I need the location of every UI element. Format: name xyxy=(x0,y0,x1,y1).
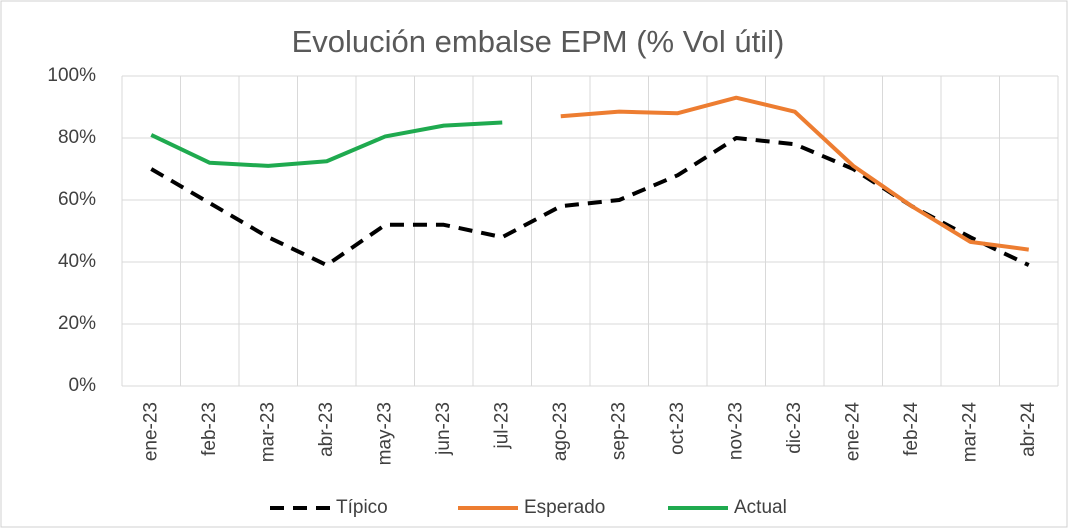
x-tick-label: mar-24 xyxy=(959,402,980,463)
x-tick-label: may-23 xyxy=(374,402,395,465)
x-tick-label: feb-24 xyxy=(901,402,922,456)
x-tick-label: abr-24 xyxy=(1018,402,1039,457)
series-line xyxy=(150,120,503,168)
x-tick-label: dic-23 xyxy=(784,402,805,454)
x-tick-label: sep-23 xyxy=(608,402,629,460)
x-tick-label: nov-23 xyxy=(725,402,746,460)
x-tick-label: oct-23 xyxy=(667,402,688,455)
y-tick-label: 60% xyxy=(58,189,96,210)
x-tick-label: ene-24 xyxy=(842,402,863,462)
y-tick-label: 40% xyxy=(58,251,96,272)
x-tick-label: abr-23 xyxy=(316,402,337,457)
x-tick-label: mar-23 xyxy=(257,402,278,462)
series-line xyxy=(560,95,1030,252)
x-tick-label: feb-23 xyxy=(199,402,220,456)
x-tick-label: jul-23 xyxy=(491,402,512,449)
y-tick-label: 80% xyxy=(58,127,96,148)
legend-label: Típico xyxy=(336,497,388,518)
x-tick-label: jun-23 xyxy=(433,402,454,456)
x-tick-label: ene-23 xyxy=(140,402,161,461)
y-tick-label: 100% xyxy=(47,65,96,86)
y-tick-label: 0% xyxy=(69,375,97,396)
legend-label: Esperado xyxy=(524,497,605,518)
series-line xyxy=(150,136,1030,268)
x-tick-label: ago-23 xyxy=(550,402,571,461)
legend-label: Actual xyxy=(734,497,787,518)
y-tick-label: 20% xyxy=(58,313,96,334)
chart-title: Evolución embalse EPM (% Vol útil) xyxy=(292,24,785,59)
